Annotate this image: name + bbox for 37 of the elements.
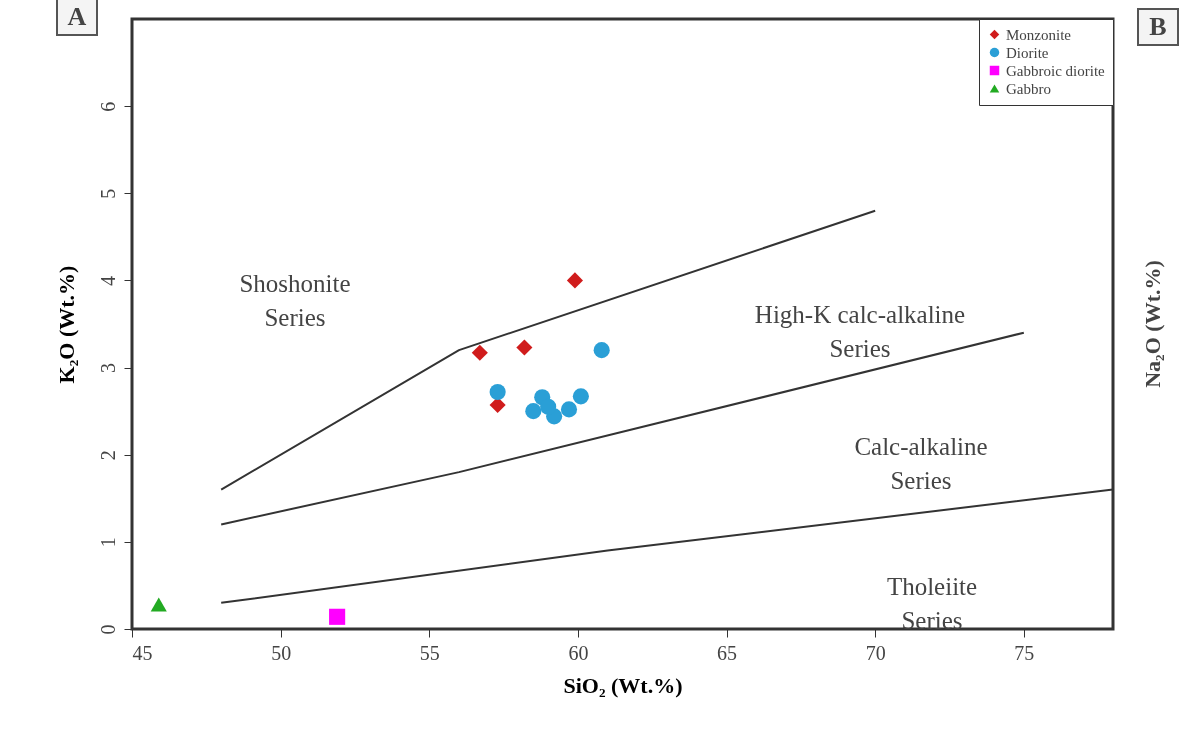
y-tick-label: 0 [96,624,119,635]
legend-label: Diorite [1006,44,1049,61]
x-tick-label: 65 [717,641,738,664]
point [489,383,506,401]
text: B [1149,12,1167,41]
point [525,403,542,420]
point [540,398,557,415]
point [150,597,167,612]
text: Na₂O (Wt.%) [1140,260,1165,388]
y-axis-title: K₂O (Wt.%) [53,265,79,384]
annotation: High-K calc-alkaline Series [754,301,966,362]
x-tick-label: 45 [132,641,153,664]
y-tick-label: 6 [96,101,119,112]
legend-label: Monzonite [1006,26,1072,43]
y-tick-label: 5 [96,188,119,199]
y-tick-label: 2 [96,450,119,461]
point [572,388,589,405]
y-tick-label: 4 [96,275,119,286]
point [566,272,583,289]
point [471,344,488,361]
annotation: Calc-alkaline Series [854,433,988,494]
point [560,401,578,418]
y-tick-label: 1 [96,537,119,548]
x-axis-title: SiO₂ (Wt.%) [563,672,683,698]
x-tick-label: 70 [865,641,886,664]
point [329,608,346,625]
legend-label: Gabbroic diorite [1006,62,1106,79]
legend-label: Gabbro [1006,80,1051,97]
text: A [67,2,87,31]
point [516,339,533,356]
x-tick-label: 60 [568,641,589,664]
x-tick-label: 50 [271,641,292,664]
x-tick-label: 75 [1014,641,1035,664]
x-tick-label: 55 [419,641,440,664]
y-tick-label: 3 [96,363,119,374]
annotation: Shoshonite Series [239,270,351,331]
point [593,342,610,359]
